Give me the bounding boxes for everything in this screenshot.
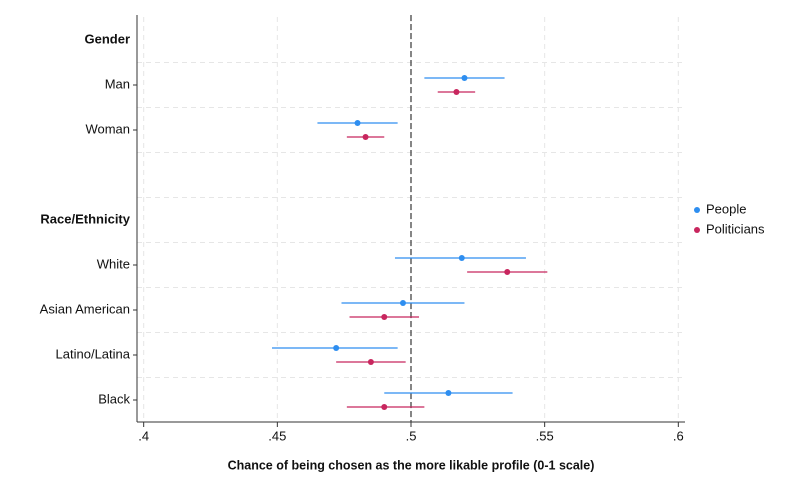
- x-tick-label: .55: [536, 428, 554, 443]
- y-tick-label: Black: [98, 391, 130, 406]
- x-tick-label: .4: [138, 428, 149, 443]
- point: [333, 345, 340, 351]
- point: [461, 75, 468, 81]
- point: [367, 359, 374, 365]
- y-tick-label: Man: [105, 76, 130, 91]
- legend-marker: [694, 227, 700, 233]
- point: [445, 390, 452, 396]
- y-tick-label: Latino/Latina: [56, 346, 131, 361]
- point: [381, 404, 388, 410]
- point: [399, 300, 406, 306]
- x-tick-label: .45: [268, 428, 286, 443]
- x-axis-label: Chance of being chosen as the more likab…: [228, 458, 595, 472]
- point: [458, 255, 465, 261]
- point: [362, 134, 369, 140]
- legend-label: Politicians: [706, 221, 765, 236]
- y-tick-label: Woman: [85, 121, 130, 136]
- point: [381, 314, 388, 320]
- point: [504, 269, 511, 275]
- y-tick-label: Asian American: [40, 301, 130, 316]
- point: [354, 120, 361, 126]
- group-header: Race/Ethnicity: [40, 211, 130, 226]
- y-tick-label: White: [97, 256, 130, 271]
- legend-label: People: [706, 201, 746, 216]
- group-header: Gender: [84, 31, 130, 46]
- point: [453, 89, 460, 95]
- x-tick-label: .6: [673, 428, 684, 443]
- x-tick-label: .5: [406, 428, 417, 443]
- legend-marker: [694, 207, 700, 213]
